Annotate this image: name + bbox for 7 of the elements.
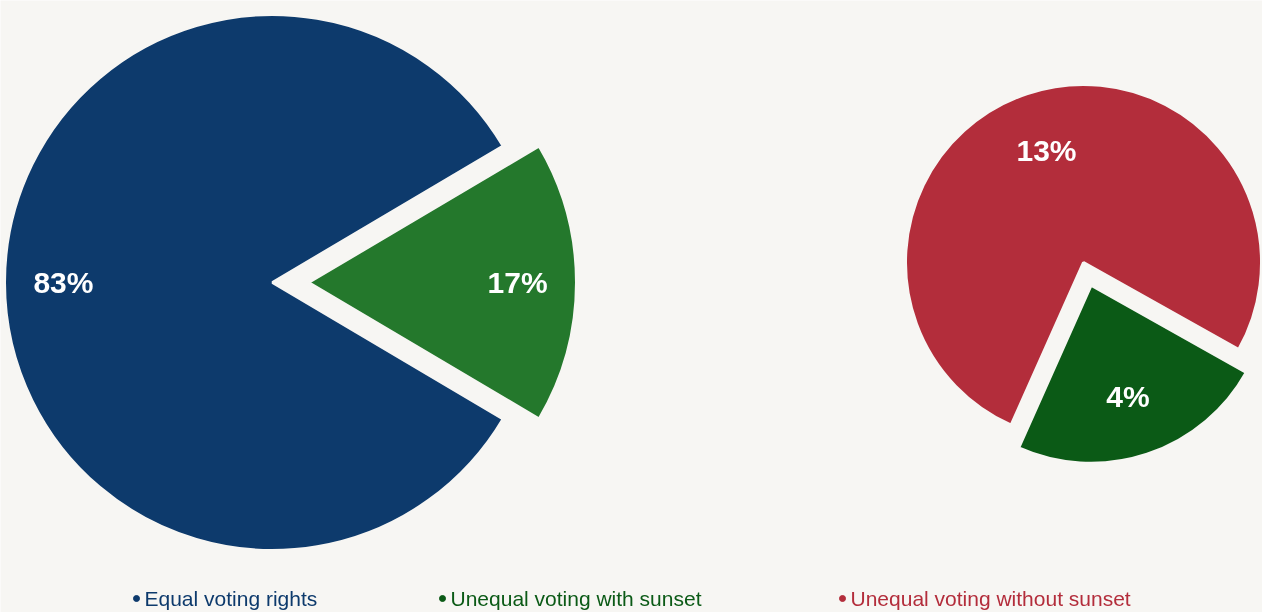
data-label: 17% xyxy=(487,266,548,299)
legend-label: Unequal voting with sunset xyxy=(450,587,702,610)
data-label: 83% xyxy=(33,266,94,299)
data-label: 4% xyxy=(1106,380,1150,414)
legend-label: Equal voting rights xyxy=(144,587,318,610)
data-label: 13% xyxy=(1016,134,1077,168)
legend-label: Unequal voting without sunset xyxy=(850,587,1131,610)
